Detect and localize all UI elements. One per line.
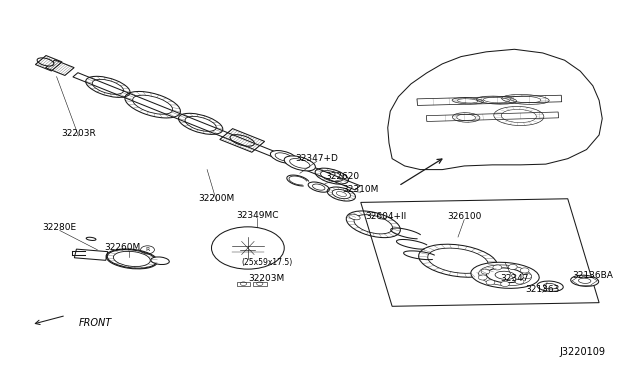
Text: 326100: 326100 bbox=[447, 212, 481, 221]
Ellipse shape bbox=[37, 58, 54, 66]
Circle shape bbox=[508, 264, 517, 269]
Ellipse shape bbox=[349, 214, 360, 220]
Text: 322620: 322620 bbox=[325, 172, 359, 182]
Text: 32347: 32347 bbox=[500, 275, 529, 283]
Ellipse shape bbox=[108, 250, 156, 268]
Text: 32136BA: 32136BA bbox=[572, 271, 613, 280]
Circle shape bbox=[520, 268, 529, 273]
Text: J3220109: J3220109 bbox=[559, 347, 605, 357]
Text: 32200M: 32200M bbox=[198, 194, 235, 203]
Polygon shape bbox=[388, 49, 602, 170]
Circle shape bbox=[211, 227, 284, 269]
Circle shape bbox=[500, 282, 509, 286]
Text: 32203M: 32203M bbox=[248, 275, 285, 283]
Text: FRONT: FRONT bbox=[79, 318, 112, 328]
Text: 32310M: 32310M bbox=[342, 185, 379, 194]
Text: 32604+II: 32604+II bbox=[365, 212, 406, 221]
Circle shape bbox=[523, 274, 532, 279]
Text: 321363: 321363 bbox=[525, 285, 560, 294]
Ellipse shape bbox=[471, 262, 540, 288]
Text: 32349MC: 32349MC bbox=[236, 211, 278, 219]
Text: 32280E: 32280E bbox=[43, 224, 77, 232]
Circle shape bbox=[486, 280, 495, 285]
Ellipse shape bbox=[486, 268, 524, 283]
Ellipse shape bbox=[308, 182, 330, 192]
Ellipse shape bbox=[271, 151, 297, 163]
Text: (25x59x17.5): (25x59x17.5) bbox=[241, 258, 292, 267]
Ellipse shape bbox=[537, 281, 563, 291]
Ellipse shape bbox=[151, 257, 170, 264]
Ellipse shape bbox=[571, 275, 598, 286]
FancyBboxPatch shape bbox=[253, 282, 267, 286]
Text: 32260M: 32260M bbox=[104, 244, 141, 253]
Circle shape bbox=[478, 275, 487, 280]
Ellipse shape bbox=[284, 156, 316, 171]
Circle shape bbox=[493, 265, 502, 270]
Text: R: R bbox=[145, 247, 150, 252]
FancyBboxPatch shape bbox=[237, 282, 250, 286]
Text: 32203R: 32203R bbox=[61, 129, 96, 138]
Text: 32347+D: 32347+D bbox=[296, 154, 339, 163]
Circle shape bbox=[481, 269, 490, 274]
Circle shape bbox=[515, 279, 524, 284]
